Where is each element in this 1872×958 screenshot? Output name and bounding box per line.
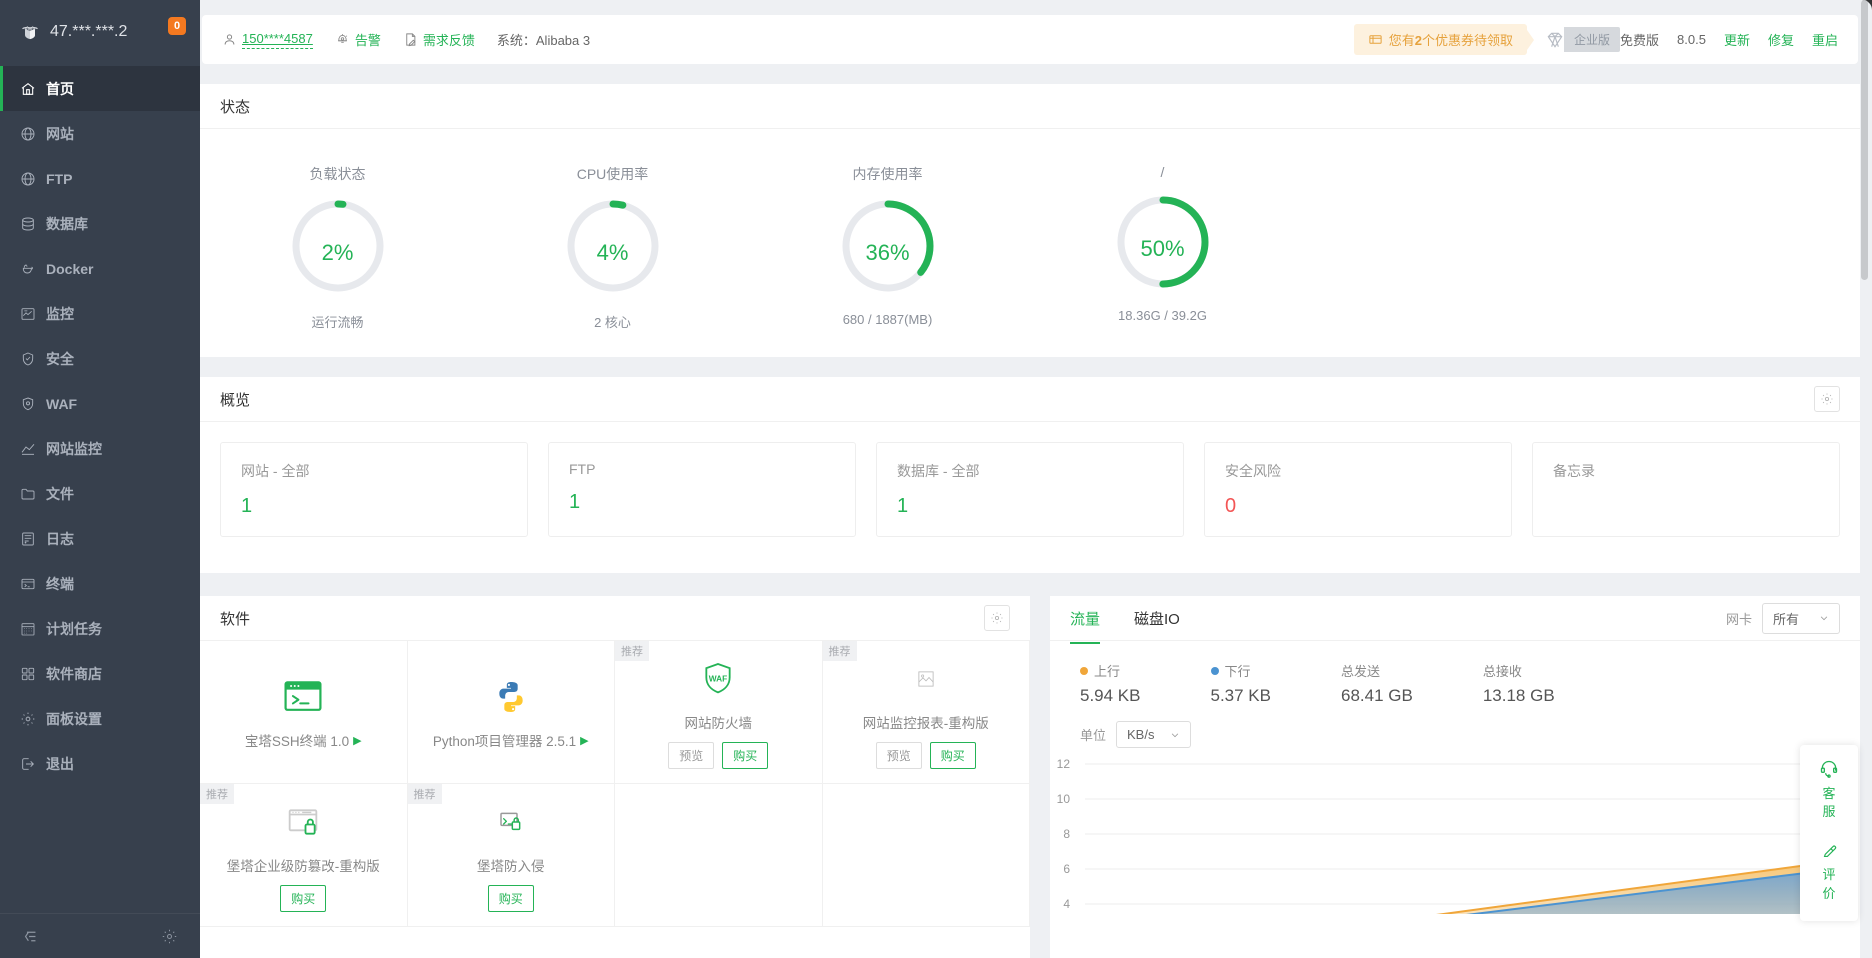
svg-text:8: 8: [1063, 827, 1070, 841]
svg-text:10: 10: [1057, 792, 1071, 806]
svg-text:12: 12: [1057, 757, 1071, 771]
svg-text:6: 6: [1063, 862, 1070, 876]
svg-text:4: 4: [1063, 897, 1070, 911]
svg-text:WAF: WAF: [709, 673, 728, 683]
